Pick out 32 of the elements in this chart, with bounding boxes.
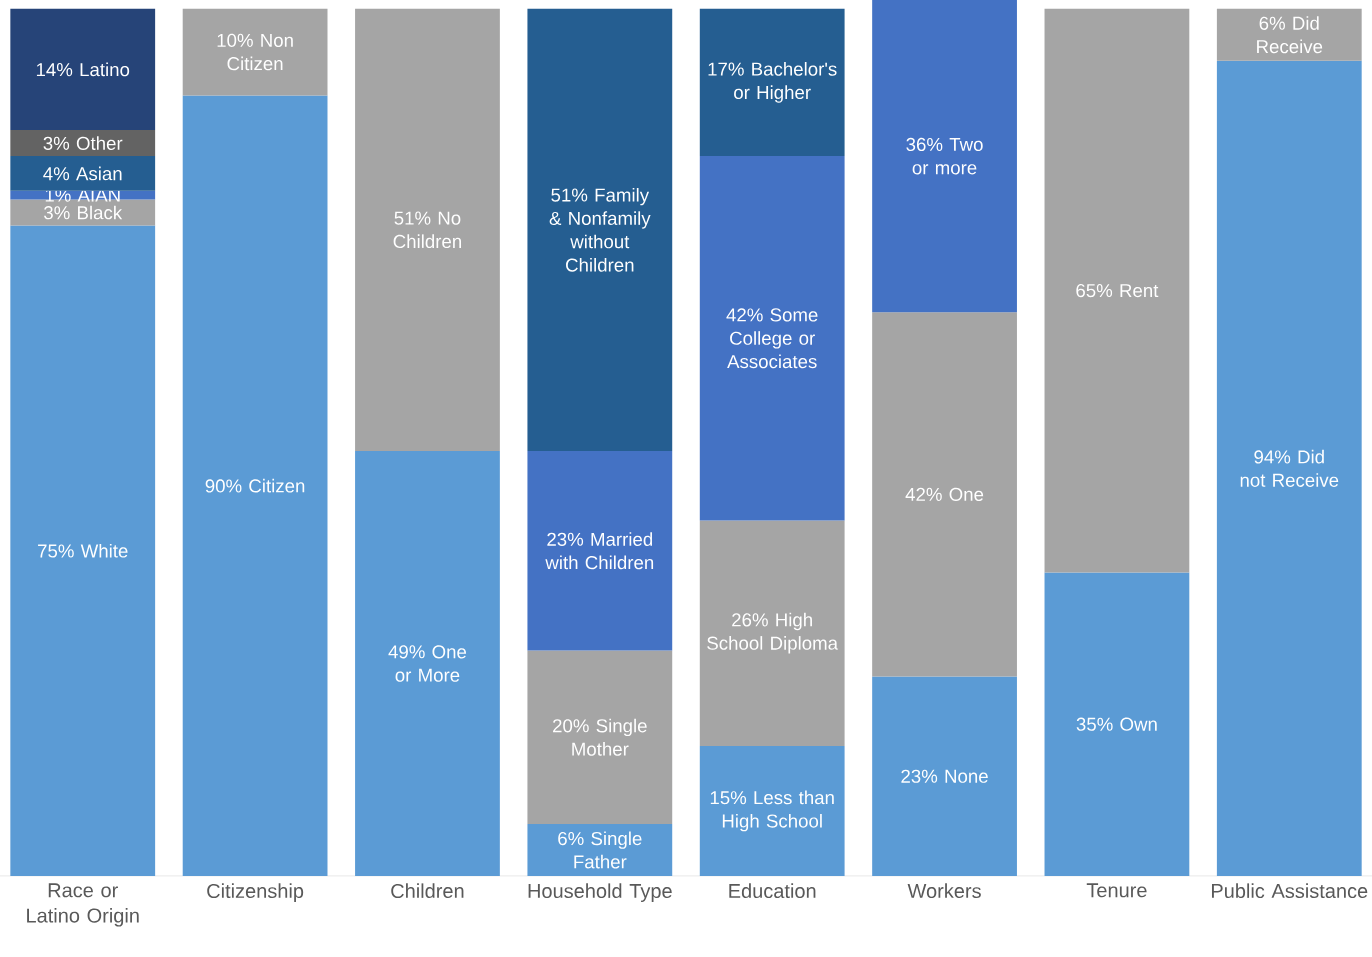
data-label: 35% Own xyxy=(1076,717,1157,731)
data-label: 26% High School Diploma xyxy=(707,612,839,654)
data-label: 15% Less than High School xyxy=(710,790,834,832)
data-label: 3% Other xyxy=(43,136,123,150)
data-label: 23% Married with Children xyxy=(545,532,654,570)
x-tick-label: Workers xyxy=(907,883,981,898)
data-label: 3% Black xyxy=(44,205,123,220)
x-tick-label: Tenure xyxy=(1086,883,1147,898)
data-label: 51% No Children xyxy=(393,211,461,248)
data-label: 75% White xyxy=(38,543,128,558)
x-tick-label: Education xyxy=(729,883,816,898)
x-tick-label: Race or Latino Origin xyxy=(27,883,139,927)
data-label: 6% Single Father xyxy=(558,831,642,869)
data-label: 4% Asian xyxy=(43,166,122,181)
data-label: 14% Latino xyxy=(36,62,130,77)
data-label: 94% Did not Receive xyxy=(1240,449,1339,487)
data-label: 90% Citizen xyxy=(205,478,305,493)
data-label: 10% Non Citizen xyxy=(217,33,293,71)
data-label: 65% Rent xyxy=(1076,283,1159,297)
data-label: 20% Single Mother xyxy=(553,718,647,756)
data-label: 42% Some College or Associates xyxy=(726,308,818,369)
data-label: 23% None xyxy=(901,769,988,783)
x-tick-label: Household Type xyxy=(528,883,672,902)
x-tick-label: Citizenship xyxy=(207,883,304,902)
data-label: 6% Did Receive xyxy=(1257,16,1323,54)
data-label: 17% Bachelor's or Higher xyxy=(708,61,837,103)
data-label: 49% One or More xyxy=(388,645,467,682)
x-tick-label: Public Assistance xyxy=(1211,883,1368,898)
data-label: 51% Family & Nonfamily without Children xyxy=(549,187,651,272)
data-label: 42% One xyxy=(905,487,984,501)
data-label: 36% Two or more xyxy=(906,137,983,175)
x-tick-label: Children xyxy=(391,883,464,898)
